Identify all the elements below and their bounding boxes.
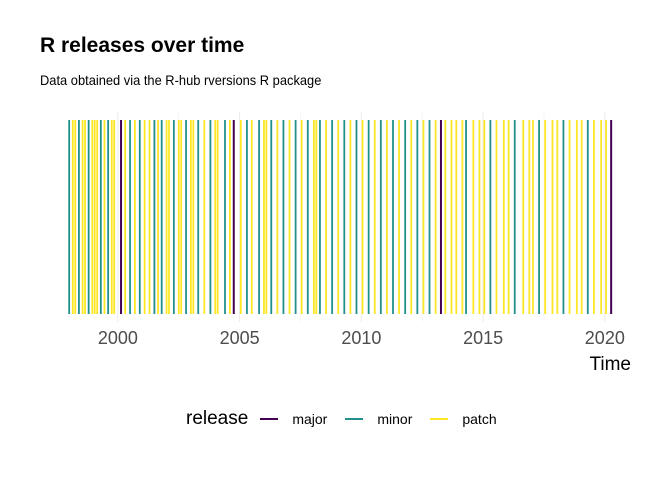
- x-tick-label: 2020: [585, 328, 625, 348]
- legend-item-major: major: [260, 411, 327, 427]
- x-tick-label: 2010: [341, 328, 381, 348]
- x-axis-title: Time: [589, 354, 631, 375]
- legend-label-minor: minor: [377, 411, 413, 427]
- chart-subtitle: Data obtained via the R-hub rversions R …: [40, 72, 322, 88]
- legend-item-patch: patch: [430, 411, 497, 427]
- legend-key-minor: [345, 418, 364, 420]
- x-axis-ticks: 2000 2005 2010 2015 2020: [98, 328, 625, 348]
- legend-label-patch: patch: [462, 411, 497, 427]
- legend-label-major: major: [292, 411, 328, 427]
- legend-title: release: [186, 408, 249, 429]
- chart-title: R releases over time: [40, 34, 245, 57]
- x-tick-label: 2005: [220, 328, 260, 348]
- legend-item-minor: minor: [345, 411, 412, 427]
- legend: release major minor patch: [186, 405, 515, 433]
- x-tick-label: 2015: [463, 328, 503, 348]
- chart-plot: 2000 2005 2010 2015 2020 Time: [68, 112, 631, 375]
- legend-key-major: [260, 418, 279, 420]
- release-lines: [68, 120, 613, 314]
- legend-key-patch: [430, 418, 449, 420]
- x-tick-label: 2000: [98, 328, 138, 348]
